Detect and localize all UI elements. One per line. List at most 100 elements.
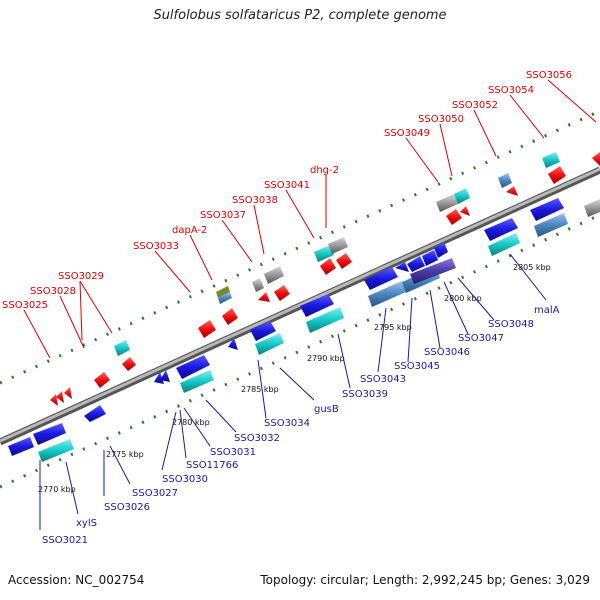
gene-grey[interactable] [264,266,284,284]
tick-tracks [0,109,600,489]
gene-steel-forward[interactable] [534,213,568,237]
gene-blue-forward[interactable] [422,250,438,266]
gene-cyan[interactable] [542,152,560,168]
gene-cyan-forward[interactable] [180,370,214,393]
gene-blue-forward[interactable] [484,218,518,241]
gene-blue-forward[interactable] [395,262,409,272]
gene-red[interactable] [122,357,136,371]
gene-blue-forward[interactable] [530,198,564,221]
gene-label-bottom: SSO3047 [458,333,504,344]
gene-red[interactable] [320,258,336,275]
gene-blue-reverse[interactable] [160,370,170,382]
page-title: Sulfolobus solfataricus P2, complete gen… [153,8,447,23]
gene-cyan-forward[interactable] [488,233,520,256]
gene-red[interactable] [56,391,64,403]
gene-blue-reverse[interactable] [84,405,106,422]
gene-blue-forward[interactable] [250,321,276,341]
gene-cyan-forward[interactable] [255,333,284,355]
leader-line [179,409,187,459]
gene-label-top: SSO3050 [418,114,464,125]
leader-line [439,123,453,177]
gene-blue-forward[interactable] [407,256,425,272]
gene-blue-forward[interactable] [33,423,66,445]
gene-label-bottom: SSO11766 [186,460,238,471]
gene-red[interactable] [258,292,270,302]
leader-line [377,307,387,373]
gene-blue-reverse[interactable] [228,338,238,350]
gene-label-top: SSO3029 [58,271,104,282]
gene-steel[interactable] [498,173,512,188]
scale-label: 2790 kbp [307,354,345,363]
leader-line [457,277,495,321]
gene-label-top: SSO3049 [384,128,430,139]
gene-purple-forward[interactable] [410,258,456,284]
gene-red[interactable] [222,308,238,325]
leader-line [154,250,191,293]
gene-blue-forward[interactable] [176,355,210,379]
gene-steel[interactable] [218,292,232,304]
gene-label-top: dapA-2 [172,225,207,236]
gene-label-bottom: SSO3045 [394,361,440,372]
gene-red[interactable] [50,394,58,406]
gene-label-top: SSO3041 [264,180,310,191]
gene-blue-forward[interactable] [300,294,334,317]
gene-label-bottom: SSO3043 [360,374,406,385]
scale-label: 2780 kbp [172,418,210,427]
genome-summary: Topology: circular; Length: 2,992,245 bp… [260,573,590,587]
gene-cyan[interactable] [114,340,130,356]
gene-label-bottom: SSO3032 [234,433,280,444]
gene-cyan-forward[interactable] [38,439,74,462]
gene-blue-forward[interactable] [434,242,448,258]
gene-glyphs [8,152,600,462]
gene-label-bottom: SSO3026 [104,502,150,513]
gene-red[interactable] [274,285,290,301]
gene-red[interactable] [548,166,566,184]
leader-line [79,280,113,334]
gene-label-bottom: malA [534,305,560,316]
leader-line [253,204,265,255]
gene-red[interactable] [446,209,462,225]
gene-label-bottom: xylS [76,518,97,529]
gene-cyan[interactable] [454,188,470,204]
gene-label-bottom: SSO3046 [424,347,470,358]
scale-label: 2770 kbp [38,485,76,494]
leader-line [109,445,131,485]
gene-label-top: SSO3052 [452,100,498,111]
gene-red[interactable] [94,372,110,388]
leader-line [183,407,211,447]
scale-label: 2785 kbp [241,385,279,394]
leader-line [221,219,253,263]
gene-steel-forward[interactable] [368,281,406,307]
lower-tick-track [0,213,600,489]
gene-red[interactable] [198,320,216,338]
gene-red[interactable] [592,152,600,166]
leader-line [23,309,51,359]
gene-red[interactable] [506,186,518,196]
gene-blue-reverse[interactable] [154,372,164,384]
leader-line [407,297,413,363]
gene-olive[interactable] [216,286,230,298]
gene-label-top: SSO3038 [232,195,278,206]
gene-label-top: SSO3025 [2,300,48,311]
gene-grey[interactable] [436,194,458,212]
gene-blue-forward[interactable] [364,267,398,290]
leader-line [65,461,79,515]
gene-grey[interactable] [252,278,264,292]
gene-red[interactable] [460,206,470,216]
leader-line [279,367,315,401]
genome-backbone [0,166,600,446]
leader-line [285,189,315,239]
bottom-gene-labels: SSO3021 xylS SSO3026 SSO3027 SSO3030 SSO… [39,253,560,546]
gene-cyan[interactable] [314,245,334,262]
gene-grey[interactable] [328,237,348,254]
gene-grey-forward[interactable] [584,199,600,217]
leader-line [473,109,497,157]
accession-label: Accession: NC_002754 [8,573,145,587]
gene-label-bottom: SSO3027 [132,488,178,499]
gene-red[interactable] [336,253,352,269]
gene-red[interactable] [64,387,72,399]
top-gene-labels: SSO3025 SSO3028 SSO3029 SSO3033 dapA-2 S… [2,70,597,359]
gene-cyan-forward[interactable] [306,307,344,333]
gene-blue-forward[interactable] [8,437,34,456]
